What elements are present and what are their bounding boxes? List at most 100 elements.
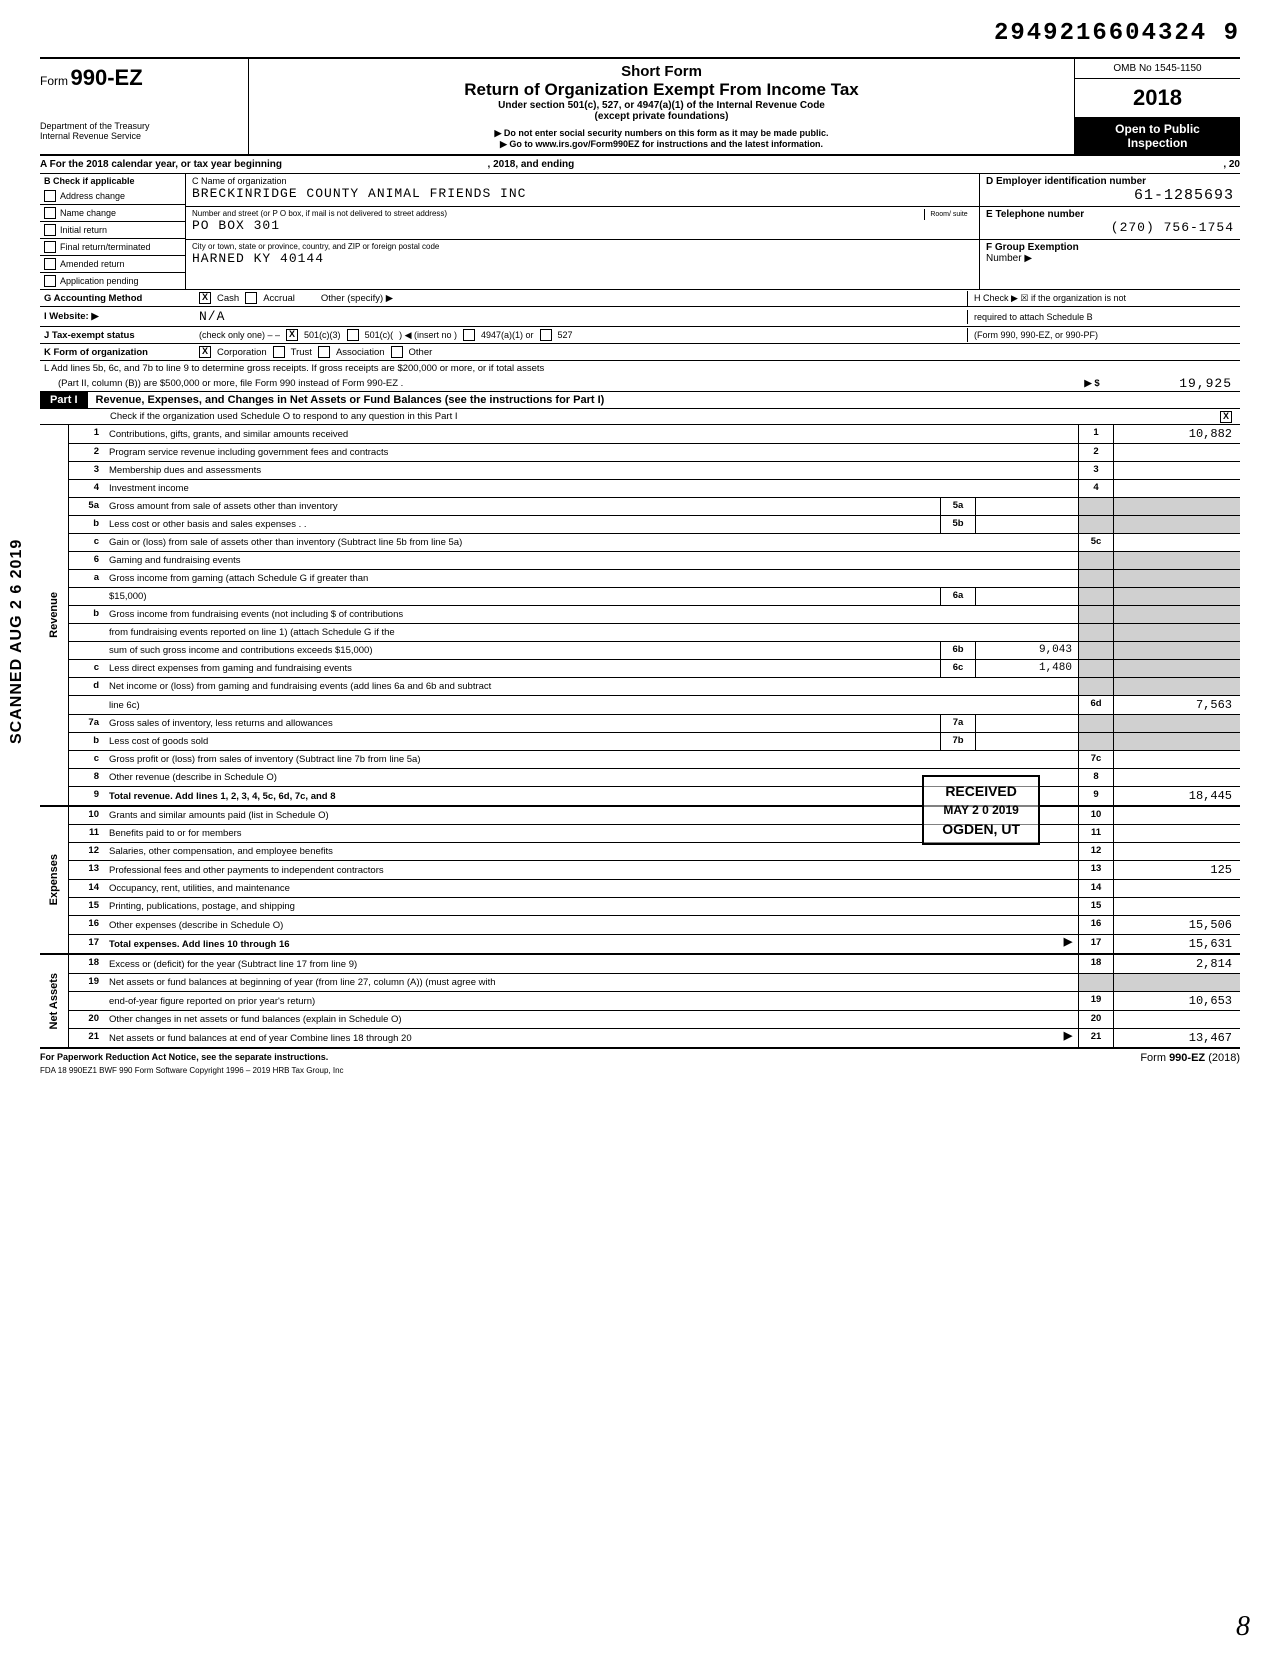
chk-name[interactable] — [44, 207, 56, 219]
chk-cash[interactable]: X — [199, 292, 211, 304]
section-f-label: F Group Exemption — [986, 242, 1234, 253]
telephone: (270) 756-1754 — [986, 220, 1234, 235]
street-label: Number and street (or P O box, if mail i… — [192, 209, 973, 218]
section-c-label: C Name of organization — [192, 176, 973, 186]
open-public-2: Inspection — [1079, 136, 1236, 150]
irs-label: Internal Revenue Service — [40, 131, 240, 141]
table-row: 3Membership dues and assessments3 — [69, 462, 1240, 480]
form-number: 990-EZ — [71, 65, 143, 90]
row-l-text1: L Add lines 5b, 6c, and 7b to line 9 to … — [40, 361, 1240, 376]
document-number: 2949216604324 9 — [40, 20, 1240, 47]
table-row: 2Program service revenue including gover… — [69, 444, 1240, 462]
received-stamp: RECEIVED MAY 2 0 2019 OGDEN, UT — [922, 775, 1040, 845]
chk-initial[interactable] — [44, 224, 56, 236]
chk-amended[interactable] — [44, 258, 56, 270]
footer-left: For Paperwork Reduction Act Notice, see … — [40, 1052, 328, 1064]
table-row: 9Total revenue. Add lines 1, 2, 3, 4, 5c… — [69, 787, 1240, 805]
part1-check-text: Check if the organization used Schedule … — [40, 409, 1220, 424]
row-k-label: K Form of organization — [40, 345, 193, 360]
street-address: PO BOX 301 — [192, 218, 973, 233]
row-h-text: H Check ▶ ☒ if the organization is not — [974, 293, 1234, 304]
chk-address[interactable] — [44, 190, 56, 202]
table-row: end-of-year figure reported on prior yea… — [69, 992, 1240, 1011]
table-row: 5aGross amount from sale of assets other… — [69, 498, 1240, 516]
title-main: Return of Organization Exempt From Incom… — [259, 80, 1064, 100]
title-sub: Under section 501(c), 527, or 4947(a)(1)… — [259, 100, 1064, 111]
expenses-side-label: Expenses — [48, 854, 60, 905]
row-g-label: G Accounting Method — [40, 291, 193, 306]
chk-corp[interactable]: X — [199, 346, 211, 358]
warning-1: ▶ Do not enter social security numbers o… — [259, 128, 1064, 139]
table-row: 12Salaries, other compensation, and empl… — [69, 843, 1240, 861]
dept-treasury: Department of the Treasury — [40, 121, 240, 131]
org-name: BRECKINRIDGE COUNTY ANIMAL FRIENDS INC — [192, 186, 973, 201]
table-row: 20Other changes in net assets or fund ba… — [69, 1011, 1240, 1029]
table-row: 15Printing, publications, postage, and s… — [69, 898, 1240, 916]
table-row: 6Gaming and fundraising events — [69, 552, 1240, 570]
part1-badge: Part I — [40, 392, 88, 408]
table-row: bGross income from fundraising events (n… — [69, 606, 1240, 624]
table-row: $15,000)6a — [69, 588, 1240, 606]
table-row: 18Excess or (deficit) for the year (Subt… — [69, 955, 1240, 974]
room-suite-label: Room/ suite — [924, 209, 973, 220]
section-bcde: B Check if applicable Address change Nam… — [40, 174, 1240, 290]
netassets-section: Net Assets 18Excess or (deficit) for the… — [40, 955, 1240, 1049]
revenue-side-label: Revenue — [48, 592, 60, 638]
section-d-label: D Employer identification number — [986, 176, 1234, 187]
website-value: N/A — [199, 309, 225, 324]
table-row: 4Investment income4 — [69, 480, 1240, 498]
table-row: 1Contributions, gifts, grants, and simil… — [69, 425, 1240, 444]
section-f-number: Number ▶ — [986, 253, 1234, 264]
part1-title: Revenue, Expenses, and Changes in Net As… — [88, 392, 613, 408]
title-short: Short Form — [259, 63, 1064, 80]
chk-other-org[interactable] — [391, 346, 403, 358]
table-row: cLess direct expenses from gaming and fu… — [69, 660, 1240, 678]
table-row: aGross income from gaming (attach Schedu… — [69, 570, 1240, 588]
omb-number: OMB No 1545-1150 — [1075, 59, 1240, 79]
footer-line2: FDA 18 990EZ1 BWF 990 Form Software Copy… — [40, 1066, 1240, 1075]
chk-4947[interactable] — [463, 329, 475, 341]
chk-assoc[interactable] — [318, 346, 330, 358]
table-row: line 6c)6d7,563 — [69, 696, 1240, 715]
form-header: Form 990-EZ Department of the Treasury I… — [40, 57, 1240, 156]
table-row: 10Grants and similar amounts paid (list … — [69, 807, 1240, 825]
chk-trust[interactable] — [273, 346, 285, 358]
table-row: bLess cost or other basis and sales expe… — [69, 516, 1240, 534]
table-row: 16Other expenses (describe in Schedule O… — [69, 916, 1240, 935]
table-row: dNet income or (loss) from gaming and fu… — [69, 678, 1240, 696]
revenue-section: Revenue 1Contributions, gifts, grants, a… — [40, 425, 1240, 807]
chk-accrual[interactable] — [245, 292, 257, 304]
netassets-side-label: Net Assets — [48, 973, 60, 1029]
table-row: 7aGross sales of inventory, less returns… — [69, 715, 1240, 733]
tax-year: 2018 — [1075, 79, 1240, 118]
table-row: 21Net assets or fund balances at end of … — [69, 1029, 1240, 1047]
warning-2: ▶ Go to www.irs.gov/Form990EZ for instru… — [259, 139, 1064, 150]
section-e-label: E Telephone number — [986, 209, 1234, 220]
chk-501c3[interactable]: X — [286, 329, 298, 341]
open-public-1: Open to Public — [1079, 122, 1236, 136]
chk-app-pending[interactable] — [44, 275, 56, 287]
table-row: cGross profit or (loss) from sales of in… — [69, 751, 1240, 769]
chk-527[interactable] — [540, 329, 552, 341]
table-row: cGain or (loss) from sale of assets othe… — [69, 534, 1240, 552]
chk-schedule-o[interactable]: X — [1220, 411, 1232, 423]
chk-501c[interactable] — [347, 329, 359, 341]
table-row: sum of such gross income and contributio… — [69, 642, 1240, 660]
line-a: A For the 2018 calendar year, or tax yea… — [40, 156, 1240, 174]
city-state-zip: HARNED KY 40144 — [192, 251, 973, 266]
form-label: Form — [40, 74, 68, 88]
row-l-arrow: ▶ $ — [1072, 378, 1112, 389]
row-j-label: J Tax-exempt status — [40, 328, 193, 343]
table-row: 19Net assets or fund balances at beginni… — [69, 974, 1240, 992]
chk-final[interactable] — [44, 241, 56, 253]
row-l-text2: (Part II, column (B)) are $500,000 or mo… — [40, 376, 1072, 391]
table-row: 8Other revenue (describe in Schedule O)8 — [69, 769, 1240, 787]
page-number-stamp: 8 — [1236, 1611, 1250, 1643]
title-except: (except private foundations) — [259, 111, 1064, 122]
table-row: bLess cost of goods sold7b — [69, 733, 1240, 751]
ein: 61-1285693 — [986, 187, 1234, 204]
row-i-label: I Website: ▶ — [40, 309, 193, 324]
scanned-stamp: SCANNED AUG 2 6 2019 — [8, 539, 26, 744]
expenses-section: Expenses 10Grants and similar amounts pa… — [40, 807, 1240, 955]
section-b-label: B Check if applicable — [40, 174, 185, 188]
